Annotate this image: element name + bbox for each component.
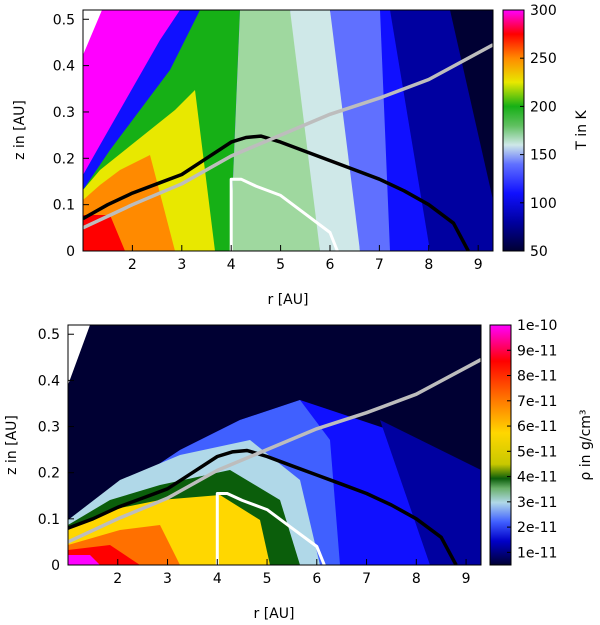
density-colorbar-tick-label: 6e-11 — [517, 419, 557, 435]
density-x-tick-label: 9 — [462, 571, 471, 587]
temperature-x-tick-label: 5 — [276, 257, 285, 273]
density-colorbar-tick-label: 7e-11 — [517, 394, 557, 410]
temperature-colorbar-tick-label: 150 — [530, 148, 557, 164]
density-colorbar-tick-label: 8e-11 — [517, 369, 557, 385]
density-y-tick-label: 0 — [51, 558, 60, 574]
temperature-ticks: 2 3 4 5 6 7 8 9 0 0.1 0.2 0.3 0.4 0.5 — [53, 12, 483, 273]
density-colorbar-tick-label: 5e-11 — [517, 444, 557, 460]
density-y-tick-label: 0.5 — [38, 327, 60, 343]
temperature-x-tick-label: 8 — [424, 257, 433, 273]
temperature-contours — [83, 43, 493, 251]
temperature-colorbar-tick-label: 250 — [530, 51, 557, 67]
temperature-x-tick-label: 2 — [128, 257, 137, 273]
temperature-colorbar-ticks: 300 250 200 150 100 50 — [520, 3, 557, 260]
temperature-y-tick-label: 0 — [66, 244, 75, 260]
density-x-axis-label: r [AU] — [254, 606, 295, 622]
density-x-tick-label: 2 — [113, 571, 122, 587]
temperature-x-axis-label: r [AU] — [268, 292, 309, 308]
temperature-x-tick-label: 4 — [227, 257, 236, 273]
density-ticks: 2 3 4 5 6 7 8 9 0 0.1 0.2 0.3 0.4 0.5 — [38, 327, 471, 587]
temperature-panel: 2 3 4 5 6 7 8 9 0 0.1 0.2 0.3 0.4 0.5 r [AU] z in [AU… — [12, 3, 590, 308]
temperature-colorbar-label: T in K — [574, 109, 590, 150]
temperature-x-tick-label: 6 — [326, 257, 335, 273]
density-x-tick-label: 4 — [213, 571, 222, 587]
heatmap-blank-corner — [68, 325, 90, 385]
heatmap-darkest-zone — [450, 10, 493, 200]
temperature-y-axis-label: z in [AU] — [12, 100, 28, 160]
temperature-colorbar-tick-label: 300 — [530, 3, 557, 19]
density-plot-frame — [67, 324, 482, 566]
temperature-y-tick-label: 0.2 — [53, 151, 75, 167]
density-x-tick-label: 3 — [163, 571, 172, 587]
density-x-tick-label: 7 — [362, 571, 371, 587]
temperature-curve-white — [229, 177, 339, 251]
temperature-colorbar-tick-label: 100 — [530, 196, 557, 212]
density-x-tick-label: 5 — [263, 571, 272, 587]
temperature-plot-frame — [82, 9, 494, 252]
density-colorbar-tick-label: 1e-11 — [517, 545, 557, 561]
density-curve-light-gray — [68, 358, 481, 544]
temperature-y-tick-label: 0.1 — [53, 198, 75, 214]
heatmap-blank-corner — [83, 10, 102, 55]
density-y-tick-label: 0.3 — [38, 420, 60, 436]
density-colorbar — [489, 324, 512, 566]
density-x-tick-label: 6 — [312, 571, 321, 587]
density-colorbar-tick-label: 2e-11 — [517, 520, 557, 536]
temperature-colorbar — [502, 9, 525, 252]
temperature-heatmap — [83, 10, 493, 251]
temperature-colorbar-tick-label: 50 — [530, 244, 548, 260]
temperature-y-tick-label: 0.3 — [53, 105, 75, 121]
temperature-y-tick-label: 0.5 — [53, 12, 75, 28]
density-colorbar-tick-label: 4e-11 — [517, 470, 557, 486]
density-x-tick-label: 8 — [412, 571, 421, 587]
temperature-x-tick-label: 3 — [177, 257, 186, 273]
heatmap-dark-blue-zone — [380, 420, 481, 565]
density-y-tick-label: 0.1 — [38, 512, 60, 528]
temperature-curve-light-gray — [83, 43, 493, 230]
density-y-tick-label: 0.2 — [38, 466, 60, 482]
temperature-y-tick-label: 0.4 — [53, 59, 75, 75]
heatmap-light-blue-zone — [330, 10, 390, 251]
density-colorbar-label: ρ in g/cm³ — [578, 409, 594, 480]
density-colorbar-tick-label: 1e-10 — [517, 318, 557, 334]
density-y-tick-label: 0.4 — [38, 373, 60, 389]
heatmap-pale-zone — [290, 10, 360, 251]
heatmap-magenta-zone — [83, 10, 180, 175]
density-colorbar-tick-label: 3e-11 — [517, 495, 557, 511]
density-curve-white — [215, 492, 326, 565]
temperature-x-tick-label: 9 — [474, 257, 483, 273]
heatmap-magenta-zone — [68, 555, 100, 565]
density-colorbar-ticks: 1e-10 9e-11 8e-11 7e-11 6e-11 5e-11 4e-11 3e-11… — [507, 318, 557, 561]
density-panel: 2 3 4 5 6 7 8 9 0 0.1 0.2 0.3 0.4 0.5 r [AU] z in [AU… — [4, 318, 594, 622]
density-colorbar-tick-label: 9e-11 — [517, 343, 557, 359]
heatmap-darkest-zone — [68, 325, 481, 520]
temperature-colorbar-tick-label: 200 — [530, 99, 557, 115]
density-contours — [68, 358, 481, 565]
temperature-x-tick-label: 7 — [375, 257, 384, 273]
density-y-axis-label: z in [AU] — [4, 415, 20, 475]
